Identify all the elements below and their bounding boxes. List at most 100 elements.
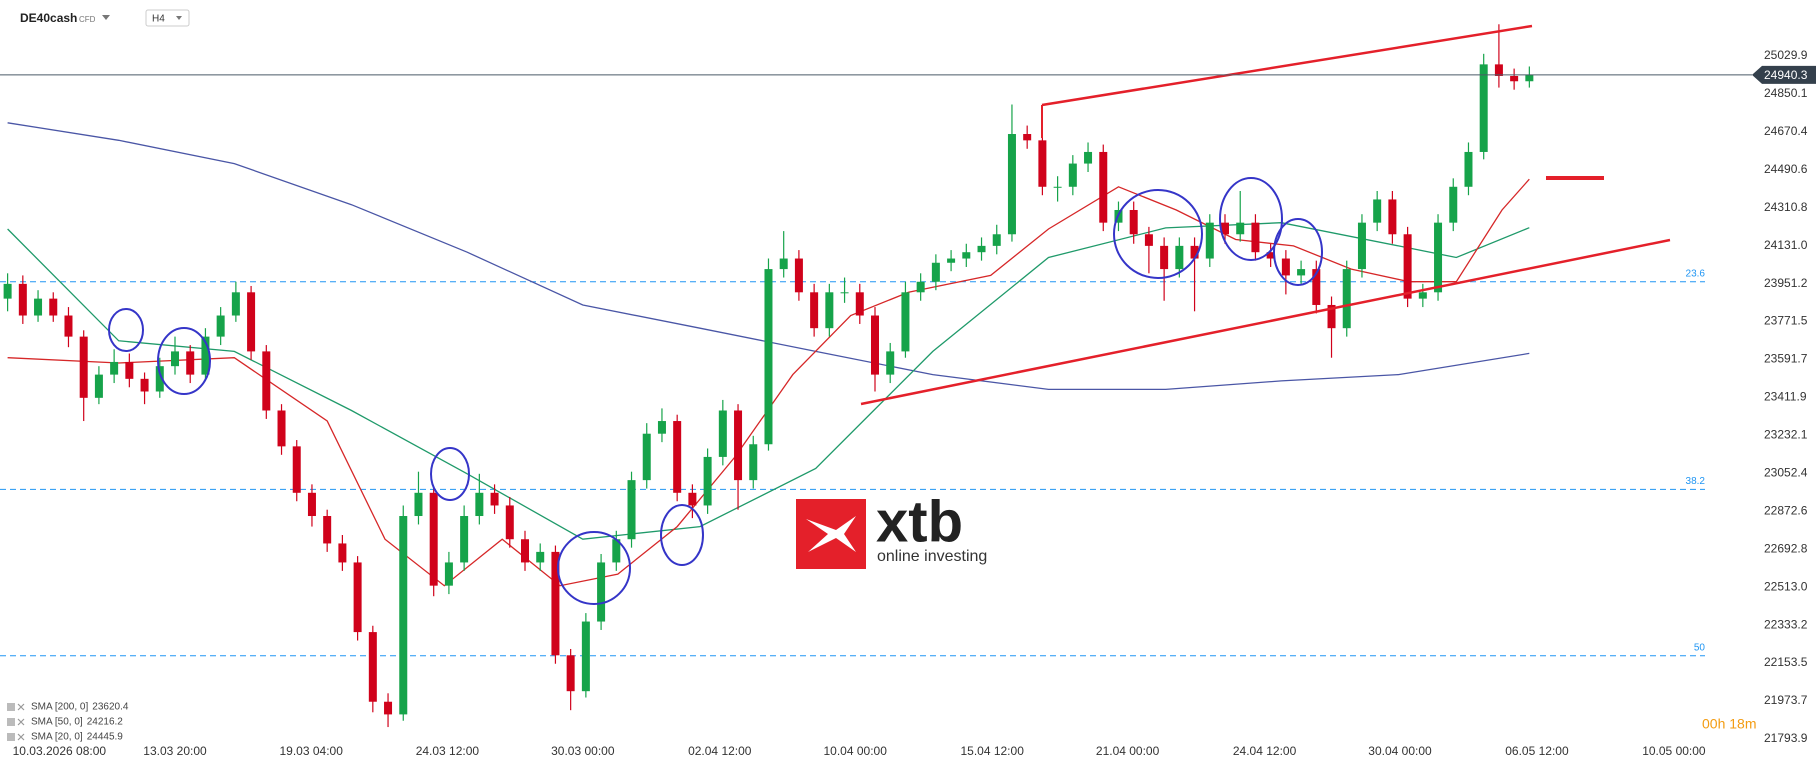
candle-body [64, 315, 73, 337]
x-tick-label: 10.05 00:00 [1642, 744, 1706, 758]
candle-body [688, 492, 697, 506]
timeframe[interactable]: H4 [152, 14, 165, 25]
watermark: xtb online investing [796, 489, 987, 569]
candle-body [1464, 151, 1473, 187]
instrument-type: CFD [79, 15, 96, 24]
legend-name: SMA [20, 0] [31, 732, 83, 743]
candle-body [1312, 269, 1321, 305]
candle-body [490, 492, 499, 506]
candles [3, 24, 1534, 728]
candle-body [155, 366, 164, 392]
candle-body [642, 433, 651, 481]
highlight-circle [1273, 218, 1323, 286]
highlight-circle [430, 447, 470, 501]
channel-lower [860, 238, 1671, 406]
highlight-circle [557, 531, 631, 605]
y-tick-label: 23951.2 [1764, 276, 1808, 290]
candle-body [216, 315, 225, 337]
highlight-circle [108, 308, 144, 352]
dropdown-arrow[interactable] [176, 16, 182, 20]
candle-body [1327, 304, 1336, 329]
candle-body [597, 562, 606, 622]
candle-body [627, 480, 636, 540]
x-tick-label: 15.04 12:00 [960, 744, 1024, 758]
candle-body [536, 551, 545, 563]
y-tick-label: 24310.8 [1764, 200, 1808, 214]
candle-body [1205, 222, 1214, 259]
timeframe-box[interactable] [145, 9, 190, 27]
candle-body [186, 351, 195, 375]
x-tick-label: 02.04 12:00 [688, 744, 752, 758]
candle-body [140, 378, 149, 392]
x-tick-label: 10.04 00:00 [824, 744, 888, 758]
candle-body [992, 234, 1001, 246]
tagline: online investing [877, 548, 987, 565]
candle-body [1418, 292, 1427, 299]
highlight-circle [1219, 177, 1283, 261]
y-tick-label: 21973.7 [1764, 693, 1808, 707]
y-tick-label: 23232.1 [1764, 428, 1808, 442]
fib-label: 38.2 [1686, 476, 1706, 487]
candle-body [307, 492, 316, 517]
candle-body [1007, 134, 1016, 235]
candle-body [34, 298, 43, 316]
fib-label: 50 [1694, 642, 1706, 653]
y-tick-label: 22333.2 [1764, 617, 1808, 631]
y-tick-label: 22513.0 [1764, 579, 1808, 593]
x-tick-label: 24.03 12:00 [416, 744, 480, 758]
candle-body [231, 292, 240, 316]
price-tag [1752, 65, 1816, 84]
y-tick-label: 24670.4 [1764, 124, 1808, 138]
candle-body [201, 336, 210, 375]
y-tick-label: 22692.8 [1764, 541, 1808, 555]
candle-body [734, 410, 743, 481]
candle-body [79, 336, 88, 398]
candle-body [1449, 186, 1458, 223]
candle-body [1038, 140, 1047, 187]
candle-body [1084, 151, 1093, 164]
candle-body [947, 258, 956, 263]
brand: xtb [876, 489, 963, 554]
legend-value: 24445.9 [87, 732, 124, 743]
highlight-circle [660, 504, 704, 566]
candle-body [125, 361, 134, 379]
y-tick-label: 21793.9 [1764, 731, 1808, 745]
candle-body [444, 562, 453, 586]
countdown: 00h 18m [1702, 716, 1756, 732]
candle-body [384, 701, 393, 715]
candle-body [414, 492, 423, 517]
channel-upper [1041, 24, 1533, 107]
highlight-circle [1113, 189, 1203, 279]
candle-body [1510, 75, 1519, 82]
candle-body [962, 252, 971, 259]
candle-body [1023, 134, 1032, 141]
candle-body [886, 351, 895, 375]
candle-body [94, 374, 103, 398]
candle-body [931, 262, 940, 282]
candle-body [429, 492, 438, 586]
candle-body [18, 283, 27, 316]
x-tick-label: 30.04 00:00 [1368, 744, 1432, 758]
candle-body [338, 543, 347, 563]
candle-body [764, 269, 773, 445]
legend-icon [7, 718, 15, 726]
candle-body [977, 245, 986, 253]
candle-body [1221, 222, 1229, 235]
legend-close [17, 718, 25, 726]
fib-levels: 23.6 38.2 50 [0, 268, 1706, 657]
legend-name: SMA [50, 0] [31, 717, 83, 728]
candle-body [916, 281, 925, 293]
candle-body [1388, 199, 1397, 235]
candle-body [1190, 245, 1199, 259]
candle-body [277, 410, 286, 447]
candle-body [262, 351, 271, 411]
candle-body [657, 421, 666, 434]
candle-body [521, 539, 529, 563]
candle-body [247, 292, 256, 352]
candle-body [1251, 222, 1260, 253]
y-axis-bg [1752, 0, 1816, 745]
dropdown-arrow[interactable] [102, 15, 110, 20]
symbol[interactable]: DE40cash [20, 11, 77, 25]
y-tick-label: 23771.5 [1764, 314, 1808, 328]
candle-body [49, 298, 58, 316]
